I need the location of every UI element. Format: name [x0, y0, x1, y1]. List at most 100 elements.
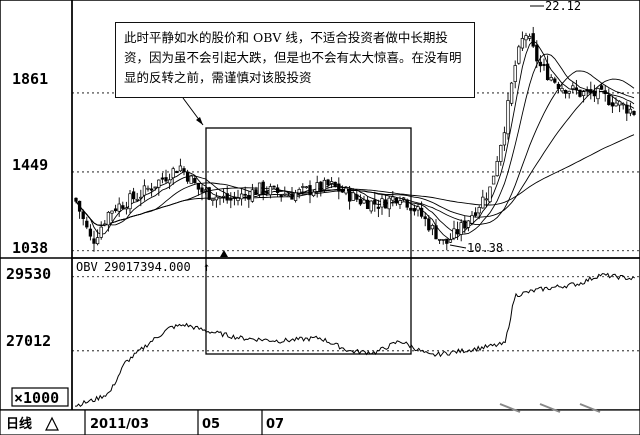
- candle-body: [401, 197, 406, 200]
- note-pointer-arrowhead: [196, 117, 203, 125]
- candle-body: [117, 203, 121, 212]
- candle-body: [610, 102, 615, 107]
- candle-body: [304, 186, 309, 189]
- candle-body: [283, 193, 287, 196]
- candle-body: [423, 216, 427, 220]
- period-label: 日线: [6, 416, 32, 432]
- candle-body: [506, 100, 510, 135]
- candle-body: [365, 199, 370, 209]
- candle-body: [193, 178, 197, 184]
- candle-body: [124, 207, 129, 210]
- candle-body: [434, 225, 438, 240]
- obv-line: [75, 272, 636, 408]
- candle-body: [628, 108, 633, 114]
- candle-body: [95, 237, 100, 245]
- candle-body: [617, 100, 622, 106]
- candle-body: [279, 194, 283, 197]
- gridlines: [72, 92, 640, 352]
- candle-body: [574, 87, 579, 91]
- candle-body: [265, 191, 269, 194]
- candle-body: [448, 239, 453, 243]
- candle-body: [275, 187, 280, 193]
- candle-body: [459, 222, 463, 235]
- candle-body: [311, 191, 316, 197]
- candle-body: [563, 89, 568, 94]
- candle-body: [625, 104, 629, 114]
- candle-body: [452, 228, 456, 239]
- candle-body: [221, 195, 226, 198]
- bottom-bar-bg: [0, 409, 640, 435]
- candle-body: [535, 44, 539, 62]
- obv-scale-label: ×1000: [14, 389, 59, 407]
- moving-average-60: [75, 134, 635, 226]
- sideways-range-box: [205, 127, 412, 355]
- candle-body: [131, 191, 136, 200]
- candle-body: [502, 132, 507, 146]
- candle-body: [185, 171, 190, 182]
- obv-y-axis: 29530 27012 ×1000: [6, 265, 69, 407]
- candle-body: [527, 35, 532, 39]
- candle-body: [171, 168, 175, 179]
- candle-body: [113, 208, 118, 212]
- candle-body: [337, 183, 341, 192]
- candle-body: [499, 144, 503, 162]
- candle-body: [430, 225, 435, 230]
- candle-body: [556, 83, 561, 89]
- candle-body: [254, 189, 258, 195]
- low-annotation-leader: [449, 244, 467, 249]
- candle-body: [178, 165, 183, 172]
- candle-body: [513, 65, 517, 82]
- candle-body: [445, 238, 449, 244]
- x-tick-label: 07: [266, 417, 284, 432]
- candle-body: [585, 89, 589, 92]
- candle-body: [139, 196, 143, 199]
- candle-body: [189, 175, 193, 184]
- candle-body: [531, 33, 535, 47]
- high-annotation-label: 22.12: [545, 0, 581, 13]
- candle-body: [261, 181, 265, 195]
- x-tick-label: 2011/03: [90, 417, 149, 432]
- price-tick-label: 1861: [12, 70, 48, 88]
- low-annotation-label: 10.38: [467, 241, 503, 255]
- candle-body: [121, 205, 125, 209]
- candle-body: [347, 188, 352, 202]
- candle-body: [437, 238, 442, 241]
- scroll-mark: [499, 403, 521, 413]
- candle-body: [509, 82, 514, 104]
- candle-body: [164, 177, 168, 182]
- scale-label-box: [11, 387, 69, 407]
- candle-body: [481, 196, 485, 209]
- candle-body: [607, 94, 611, 106]
- candle-body: [571, 85, 575, 90]
- marker-triangle: [220, 250, 228, 257]
- candle-body: [344, 187, 348, 194]
- candle-body: [142, 185, 147, 196]
- candle-body: [157, 179, 161, 188]
- candle-body: [160, 177, 165, 180]
- candle-body: [358, 198, 363, 205]
- candle-body: [362, 199, 366, 204]
- candle-body: [441, 239, 445, 241]
- candle-body: [455, 229, 460, 235]
- candle-body: [74, 197, 78, 202]
- candle-body: [553, 78, 557, 83]
- candle-body: [581, 91, 586, 96]
- candle-body: [106, 211, 111, 226]
- candle-body: [632, 111, 636, 115]
- candle-body: [301, 186, 305, 188]
- candle-body: [387, 197, 391, 210]
- candle-body: [466, 220, 471, 228]
- candle-body: [333, 181, 337, 187]
- candle-body: [383, 199, 388, 209]
- candle-body: [405, 199, 409, 208]
- candle-body: [257, 182, 262, 195]
- candle-body: [376, 206, 381, 209]
- high-annotation: 22.12: [530, 0, 581, 13]
- candle-body: [369, 200, 373, 212]
- candle-body: [592, 90, 597, 97]
- candle-body: [153, 186, 157, 189]
- candle-body: [463, 220, 467, 229]
- candle-body: [167, 179, 172, 184]
- candle-body: [297, 189, 301, 194]
- candle-body: [88, 228, 93, 237]
